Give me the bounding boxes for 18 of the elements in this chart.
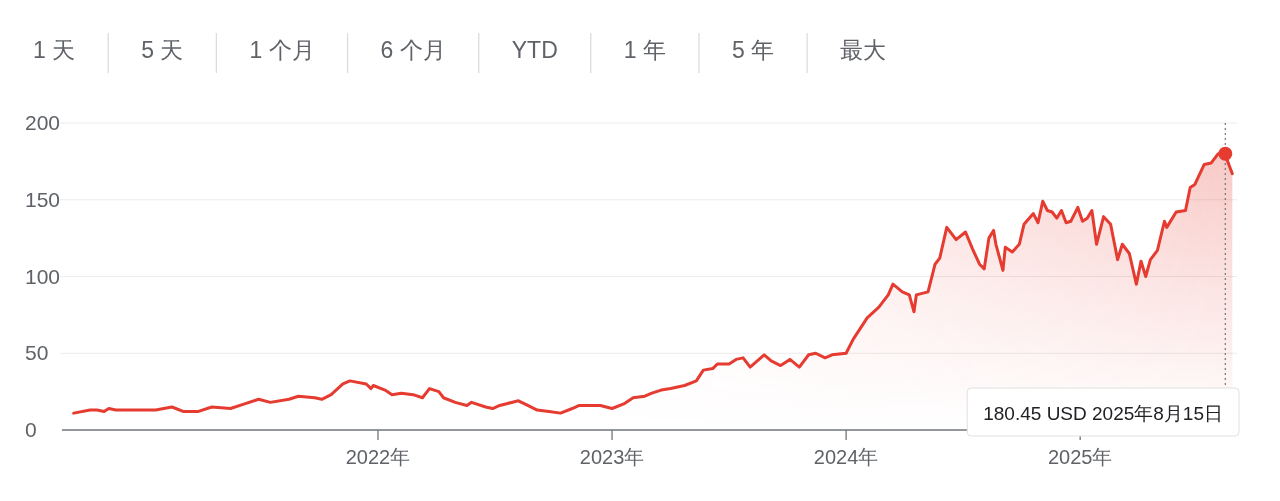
x-tick-label: 2023年 — [579, 446, 645, 468]
text: 1 天 — [33, 37, 76, 63]
y-tick-label: 0 — [25, 418, 37, 441]
x-tick-label: 2022年 — [345, 446, 411, 468]
text: 6 个月 — [380, 37, 446, 63]
y-tick-label: 100 — [25, 264, 61, 288]
text: 5 天 — [141, 37, 184, 63]
x-tick-label: 2024年 — [813, 446, 879, 468]
text: YTD — [511, 37, 558, 63]
y-tick-label: 200 — [25, 111, 61, 134]
text: 1 年 — [623, 37, 666, 63]
text: 1 个月 — [249, 37, 315, 63]
text: 5 年 — [731, 37, 775, 63]
y-tick-label: 50 — [25, 341, 49, 365]
y-tick-label: 150 — [25, 187, 61, 211]
ref-line-label: 180.45 USD 2025年8月15日 — [983, 403, 1223, 424]
text: 最大 — [840, 37, 887, 63]
x-tick-label: 2025年 — [1047, 446, 1113, 468]
